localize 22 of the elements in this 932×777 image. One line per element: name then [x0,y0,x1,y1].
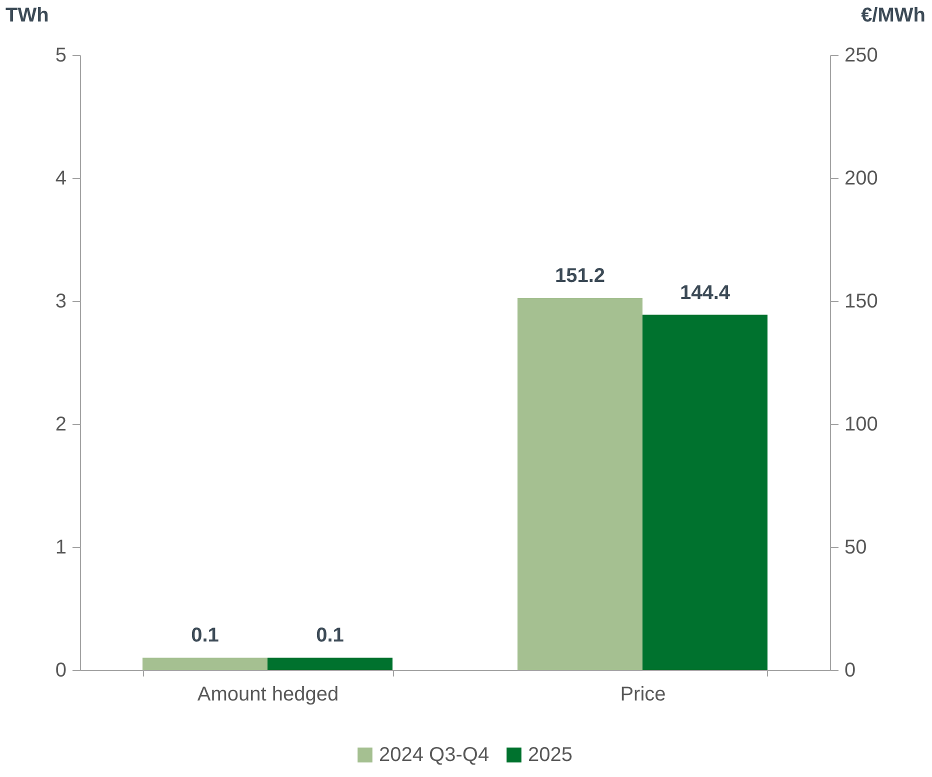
x-tick-label: Price [620,684,666,706]
y2-axis-title: €/MWh [861,4,926,26]
y2-tick-label: 200 [844,168,878,190]
y2-tick-label: 0 [844,660,856,682]
y2-tick-label: 250 [844,44,878,66]
y-tick-label: 4 [55,168,66,190]
y-tick-label: 1 [55,536,66,558]
y-tick-label: 3 [55,290,66,312]
y2-tick-label: 100 [844,414,878,436]
y2-tick-label: 150 [844,290,878,312]
y-axis-title: TWh [6,4,49,26]
y-tick-label: 2 [55,414,66,436]
legend-label: 2024 Q3-Q4 [379,744,490,766]
y-tick-label: 5 [55,44,66,66]
data-label: 0.1 [316,624,344,647]
data-label: 144.4 [680,282,731,304]
y2-tick-label: 50 [844,536,867,558]
data-label: 151.2 [554,265,606,288]
legend-label: 2025 [528,744,572,766]
data-label: 0.1 [191,624,219,647]
y-tick-label: 0 [55,660,66,682]
x-tick-label: Amount hedged [197,684,339,706]
